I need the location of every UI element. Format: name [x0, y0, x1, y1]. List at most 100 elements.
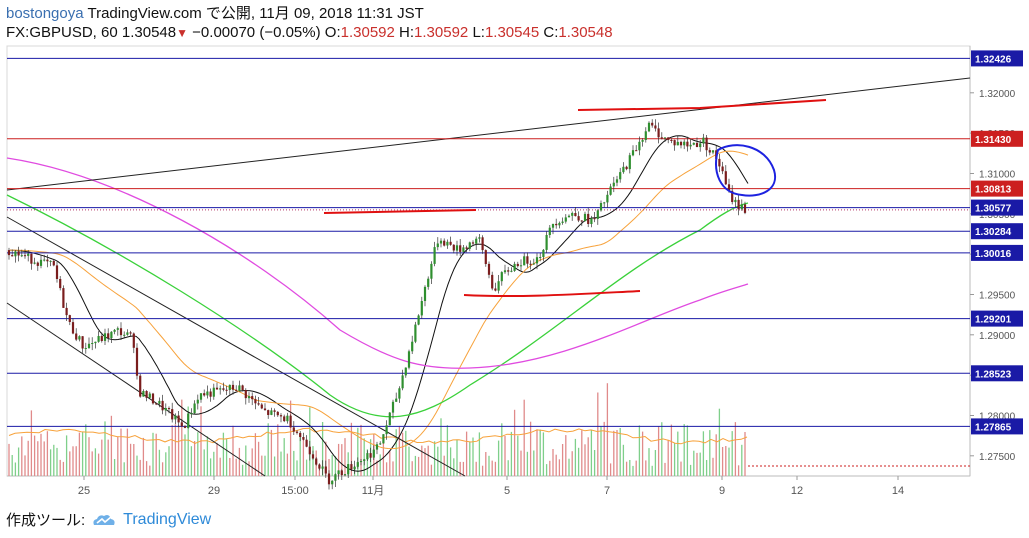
candle-body — [599, 203, 603, 211]
candle-body — [308, 446, 311, 455]
plot-area[interactable] — [6, 45, 971, 477]
candle-body — [670, 140, 673, 141]
candle-body — [167, 408, 171, 410]
candle-body — [107, 333, 110, 339]
candle-body — [705, 137, 708, 151]
candle-body — [737, 199, 740, 210]
candle-body — [343, 474, 347, 476]
candle-body — [289, 415, 292, 428]
candle-body — [724, 171, 727, 185]
candle-body — [302, 437, 305, 440]
candle-body — [411, 341, 414, 352]
down-arrow-icon: ▼ — [176, 26, 188, 40]
candle-body — [542, 249, 545, 257]
candle-body — [513, 263, 516, 271]
candle-body — [660, 137, 663, 139]
candle-body — [123, 334, 126, 336]
level-label-box — [971, 50, 1023, 67]
candle-body — [244, 390, 247, 399]
candle-body — [46, 259, 49, 262]
candle-body — [571, 213, 574, 216]
candle-body — [555, 223, 558, 226]
annotation-red-mid — [323, 209, 477, 214]
level-label-text: 1.29201 — [975, 315, 1012, 326]
candle-body — [353, 466, 356, 470]
candle-body — [91, 343, 94, 344]
candle-body — [183, 426, 187, 428]
candle-body — [270, 410, 273, 415]
candle-body — [718, 158, 721, 167]
candle-body — [407, 351, 411, 368]
time-ticks: 25 29 15:00 11月 5 7 9 12 14 — [78, 476, 904, 497]
candle-body — [423, 286, 427, 301]
level-labels: 1.32426 1.31430 1.30813 1.30577 1.30284 1.300… — [971, 50, 1023, 435]
candle-body — [379, 443, 382, 445]
candle-body — [545, 235, 548, 250]
candle-body — [363, 459, 366, 461]
candle-body — [119, 328, 123, 336]
candle-body — [103, 333, 107, 341]
candle-body — [388, 412, 391, 426]
candle-body — [59, 279, 62, 289]
candle-body — [151, 393, 155, 404]
candle-body — [593, 218, 596, 220]
candle-body — [740, 204, 743, 210]
candle-body — [267, 410, 270, 415]
level-label-text: 1.30813 — [975, 185, 1012, 196]
candle-body — [318, 464, 321, 469]
time-tick-label: 9 — [719, 485, 725, 497]
candle-body — [679, 141, 683, 146]
candle-body — [100, 336, 103, 341]
candle-body — [695, 142, 699, 147]
candle-body — [507, 270, 510, 272]
candle-body — [657, 128, 660, 138]
candle-body — [193, 403, 196, 414]
candle-body — [180, 422, 183, 427]
chart-header: bostongoya TradingView.com で公開, 11月 09, … — [6, 4, 613, 43]
candle-body — [305, 439, 308, 447]
level-label-box — [971, 365, 1023, 382]
level-label-box — [971, 244, 1023, 261]
candle-body — [132, 333, 135, 348]
candle-body — [113, 329, 116, 332]
candle-body — [30, 253, 33, 264]
footer-brand[interactable]: TradingView — [123, 510, 212, 528]
candle-body — [222, 388, 225, 390]
candle-body — [535, 257, 539, 264]
time-tick-label: 25 — [78, 485, 90, 497]
candle-body — [334, 474, 337, 481]
horizontal-levels — [7, 57, 970, 427]
level-label-box — [971, 180, 1023, 197]
candle-body — [459, 245, 462, 252]
candle-body — [251, 396, 254, 400]
candle-body — [606, 194, 609, 203]
candle-body — [551, 223, 555, 228]
candle-body — [148, 393, 151, 398]
candle-body — [276, 411, 279, 416]
candle-body — [491, 274, 494, 289]
price-chart[interactable]: 1.320001.315001.310001.305001.300001.295… — [0, 0, 1029, 505]
candle-body — [673, 140, 676, 146]
candle-body — [449, 241, 452, 245]
candle-body — [110, 331, 113, 339]
price-change: −0.00070 (−0.05%) — [192, 24, 321, 41]
candle-body — [500, 272, 503, 282]
ma-orange-line — [10, 150, 749, 450]
candle-body — [574, 213, 577, 217]
author-name[interactable]: bostongoya — [6, 5, 84, 22]
candle-body — [369, 453, 372, 458]
time-tick-label: 5 — [504, 485, 510, 497]
candle-body — [206, 391, 209, 396]
candle-body — [529, 263, 532, 265]
candle-body — [241, 385, 244, 390]
candle-body — [356, 462, 359, 467]
level-label-box — [971, 223, 1023, 240]
candle-body — [497, 281, 500, 291]
candle-body — [145, 391, 148, 398]
candle-body — [190, 413, 193, 415]
candle-body — [324, 466, 327, 474]
candle-body — [596, 210, 599, 219]
candle-body — [686, 141, 689, 147]
candle-body — [667, 137, 670, 140]
candle-body — [391, 401, 395, 413]
